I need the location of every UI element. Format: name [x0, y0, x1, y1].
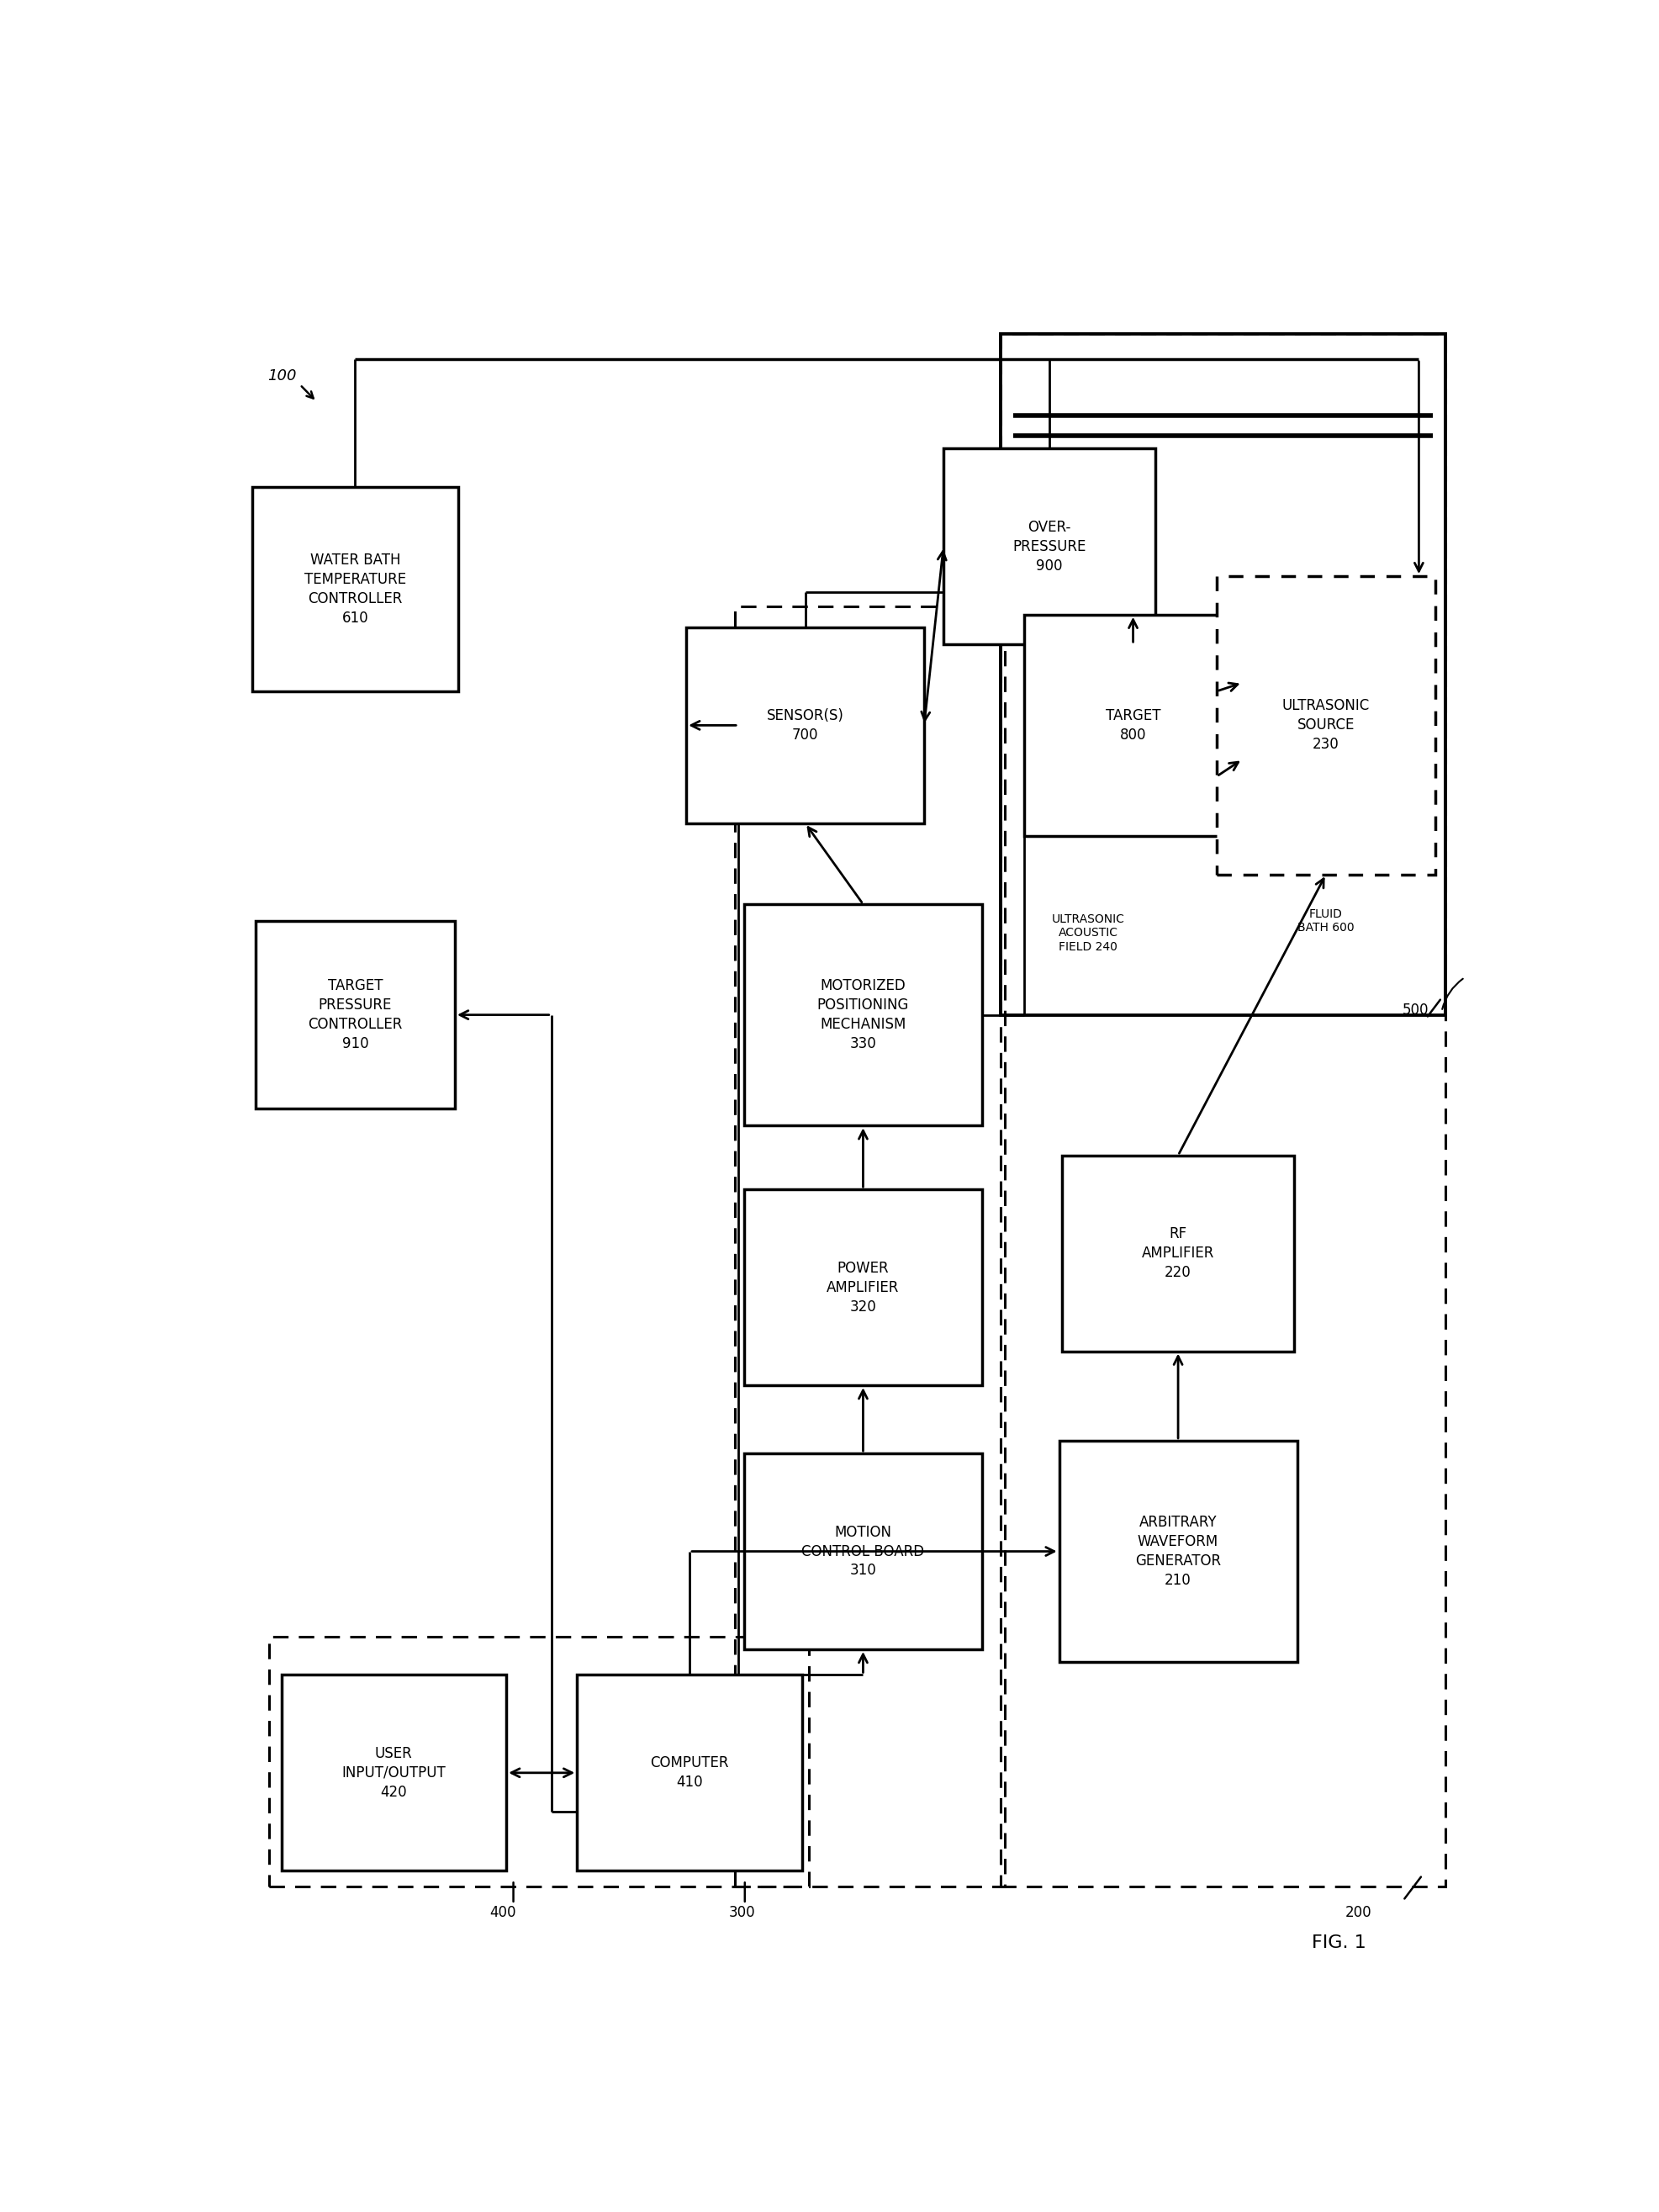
- Text: ULTRASONIC
SOURCE
230: ULTRASONIC SOURCE 230: [1282, 699, 1370, 752]
- Bar: [1000, 334, 1445, 1887]
- Text: 200: 200: [1345, 1905, 1372, 1920]
- Bar: [1062, 1155, 1294, 1352]
- Text: 100: 100: [267, 369, 297, 383]
- Text: COMPUTER
410: COMPUTER 410: [650, 1756, 728, 1790]
- Bar: [745, 1190, 982, 1385]
- Text: RF
AMPLIFIER
220: RF AMPLIFIER 220: [1141, 1225, 1214, 1281]
- Bar: [745, 905, 982, 1126]
- Text: TARGET
PRESSURE
CONTROLLER
910: TARGET PRESSURE CONTROLLER 910: [309, 978, 403, 1051]
- Bar: [577, 1674, 801, 1871]
- Bar: [252, 487, 458, 690]
- Text: ARBITRARY
WAVEFORM
GENERATOR
210: ARBITRARY WAVEFORM GENERATOR 210: [1135, 1515, 1221, 1588]
- Bar: [1000, 334, 1445, 1015]
- Text: 500: 500: [1404, 1002, 1428, 1018]
- Text: FIG. 1: FIG. 1: [1312, 1936, 1365, 1951]
- Text: SENSOR(S)
700: SENSOR(S) 700: [766, 708, 844, 743]
- Bar: [687, 628, 924, 823]
- Bar: [1216, 577, 1435, 874]
- Bar: [255, 920, 455, 1108]
- Text: OVER-
PRESSURE
900: OVER- PRESSURE 900: [1012, 520, 1087, 573]
- Bar: [269, 1637, 810, 1887]
- Bar: [944, 449, 1156, 644]
- Text: POWER
AMPLIFIER
320: POWER AMPLIFIER 320: [826, 1261, 899, 1314]
- Bar: [282, 1674, 506, 1871]
- Text: WATER BATH
TEMPERATURE
CONTROLLER
610: WATER BATH TEMPERATURE CONTROLLER 610: [304, 553, 406, 626]
- Bar: [1024, 615, 1243, 836]
- Bar: [1058, 1440, 1297, 1661]
- Text: 400: 400: [489, 1905, 516, 1920]
- Text: MOTION
CONTROL BOARD
310: MOTION CONTROL BOARD 310: [801, 1524, 924, 1577]
- Text: MOTORIZED
POSITIONING
MECHANISM
330: MOTORIZED POSITIONING MECHANISM 330: [818, 978, 909, 1051]
- Text: TARGET
800: TARGET 800: [1105, 708, 1161, 743]
- Bar: [735, 606, 1004, 1887]
- Text: FLUID
BATH 600: FLUID BATH 600: [1297, 909, 1354, 933]
- Text: USER
INPUT/OUTPUT
420: USER INPUT/OUTPUT 420: [342, 1745, 446, 1801]
- Text: ULTRASONIC
ACOUSTIC
FIELD 240: ULTRASONIC ACOUSTIC FIELD 240: [1052, 914, 1125, 953]
- Text: 300: 300: [728, 1905, 755, 1920]
- Bar: [745, 1453, 982, 1650]
